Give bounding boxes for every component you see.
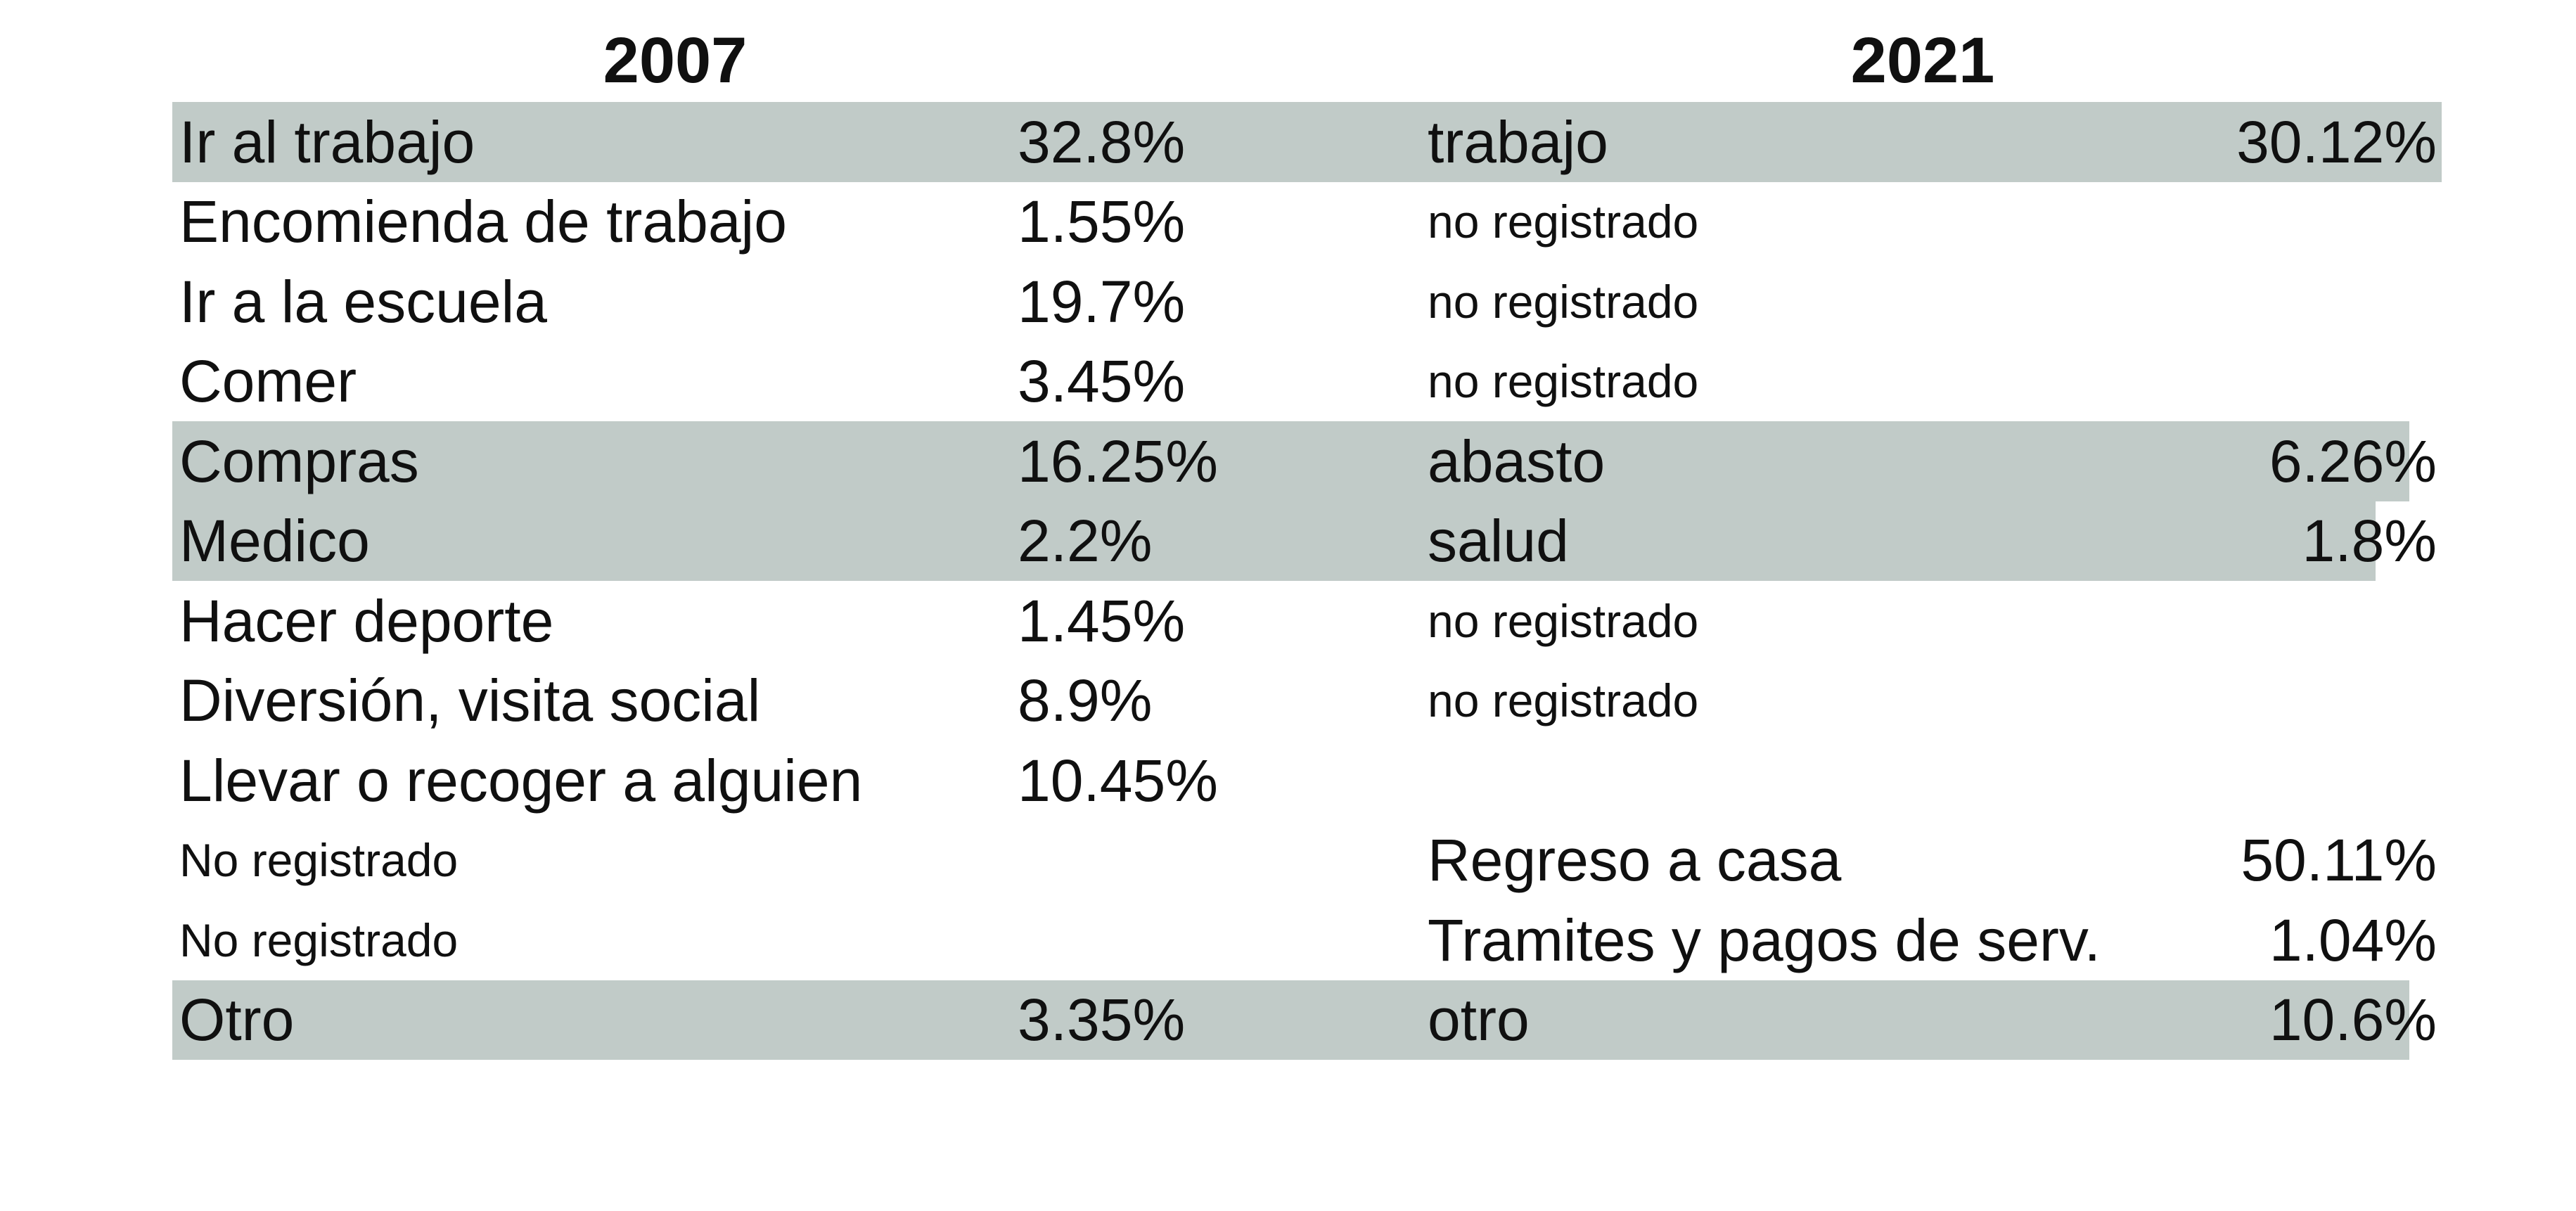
purpose-2021: Tramites y pagos de serv.	[1428, 906, 2101, 973]
share-2021: 10.6%	[2269, 987, 2437, 1053]
row-highlight	[172, 421, 2409, 501]
table-row: Medico 2.2% salud 1.8%	[0, 501, 2576, 581]
table-row: Llevar o recoger a alguien 10.45%	[0, 741, 2576, 821]
table-row: Otro 3.35% otro 10.6%	[0, 980, 2576, 1060]
row-highlight	[172, 102, 2442, 182]
table-row: Ir a la escuela 19.7% no registrado	[0, 262, 2576, 342]
share-2021: 1.04%	[2269, 906, 2437, 973]
share-2007: 10.45%	[1018, 747, 1218, 814]
purpose-2021: no registrado	[1428, 275, 1699, 328]
purpose-2021: no registrado	[1428, 355, 1699, 408]
year-header-2021: 2021	[1850, 25, 1995, 96]
purpose-2021: Regreso a casa	[1428, 827, 1842, 894]
share-2007: 16.25%	[1018, 428, 1218, 494]
table-row: No registrado Regreso a casa 50.11%	[0, 821, 2576, 901]
purpose-2007: Comer	[179, 348, 357, 415]
purpose-2007: Compras	[179, 428, 419, 494]
table-row: Diversión, visita social 8.9% no registr…	[0, 661, 2576, 741]
table-body: Ir al trabajo 32.8% trabajo 30.12% Encom…	[0, 102, 2576, 1060]
table-row: Compras 16.25% abasto 6.26%	[0, 421, 2576, 501]
purpose-2007: Medico	[179, 508, 370, 575]
table-row: Hacer deporte 1.45% no registrado	[0, 581, 2576, 661]
purpose-2021: trabajo	[1428, 108, 1608, 175]
purpose-2007: Hacer deporte	[179, 587, 554, 654]
purpose-2021: salud	[1428, 508, 1569, 575]
share-2007: 2.2%	[1018, 508, 1153, 575]
share-2007: 1.45%	[1018, 587, 1186, 654]
year-header-2007: 2007	[603, 25, 748, 96]
purpose-2021: no registrado	[1428, 594, 1699, 647]
share-2021: 6.26%	[2269, 428, 2437, 494]
table-row: Encomienda de trabajo 1.55% no registrad…	[0, 182, 2576, 262]
row-highlight	[172, 980, 2409, 1060]
purpose-2007: No registrado	[179, 914, 459, 966]
share-2007: 19.7%	[1018, 268, 1186, 335]
share-2007: 3.45%	[1018, 348, 1186, 415]
share-2007: 3.35%	[1018, 987, 1186, 1053]
share-2021: 30.12%	[2236, 108, 2437, 175]
row-highlight	[172, 501, 2376, 581]
table-row: No registrado Tramites y pagos de serv. …	[0, 900, 2576, 980]
table-row: Comer 3.45% no registrado	[0, 342, 2576, 422]
share-2007: 8.9%	[1018, 667, 1153, 734]
purpose-2007: Encomienda de trabajo	[179, 188, 787, 255]
share-2021: 1.8%	[2302, 508, 2437, 575]
purpose-2007: Otro	[179, 987, 295, 1053]
purpose-2021: otro	[1428, 987, 1530, 1053]
share-2007: 32.8%	[1018, 108, 1186, 175]
purpose-2021: abasto	[1428, 428, 1606, 494]
purpose-2007: Ir a la escuela	[179, 268, 547, 335]
share-2021: 50.11%	[2241, 827, 2437, 894]
purpose-2007: Diversión, visita social	[179, 667, 761, 734]
share-2007: 1.55%	[1018, 188, 1186, 255]
purpose-2021: no registrado	[1428, 196, 1699, 248]
purpose-2007: No registrado	[179, 834, 459, 887]
table-row: Ir al trabajo 32.8% trabajo 30.12%	[0, 102, 2576, 182]
purpose-2007: Ir al trabajo	[179, 108, 475, 175]
purpose-2007: Llevar o recoger a alguien	[179, 747, 863, 814]
purpose-2021: no registrado	[1428, 674, 1699, 727]
